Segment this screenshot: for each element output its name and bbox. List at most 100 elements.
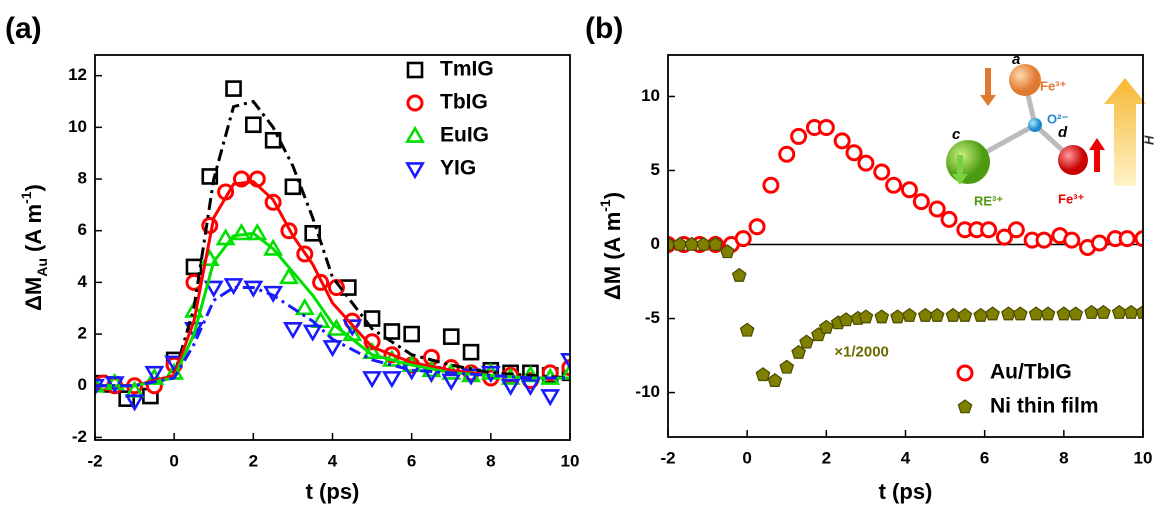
marker <box>203 280 224 298</box>
marker <box>383 323 401 340</box>
marker <box>739 322 755 337</box>
x-tick-label: -2 <box>87 451 102 470</box>
marker <box>731 267 747 282</box>
marker <box>500 378 521 397</box>
marker <box>708 236 723 251</box>
plot-area <box>95 80 570 412</box>
marker <box>791 344 806 359</box>
marker <box>1134 230 1143 248</box>
inset-label: O²⁻ <box>1047 111 1068 126</box>
y-tick-label: 0 <box>78 375 87 394</box>
marker <box>231 222 252 241</box>
marker <box>405 162 425 180</box>
y-axis-label-part: ΔM <box>21 277 46 311</box>
x-tick-label: 6 <box>407 451 416 470</box>
inset-label: Fe³⁺ <box>1058 191 1085 206</box>
plot-frame <box>94 54 571 441</box>
marker <box>326 318 347 336</box>
marker <box>799 334 814 349</box>
marker <box>833 132 851 150</box>
marker <box>540 389 561 407</box>
x-tick-label: 2 <box>822 448 831 467</box>
x-tick-label: 4 <box>901 448 911 467</box>
x-tick-label: 2 <box>249 451 258 470</box>
fit-line <box>95 99 570 388</box>
x-tick-label: 8 <box>486 451 495 470</box>
inset-label: a <box>1012 51 1020 68</box>
marker <box>779 359 795 374</box>
x-tick-label: 6 <box>980 448 989 467</box>
inset-label: d <box>1058 124 1068 141</box>
y-tick-label: 6 <box>78 220 87 239</box>
marker <box>245 116 262 134</box>
marker <box>818 319 834 334</box>
panel-label: (b) <box>585 12 623 45</box>
marker <box>885 176 903 194</box>
marker <box>304 224 322 242</box>
marker <box>902 307 917 322</box>
marker <box>381 371 402 389</box>
inset-diagram <box>946 64 1146 186</box>
marker <box>940 210 958 228</box>
marker <box>995 228 1013 246</box>
marker <box>755 367 771 382</box>
marker <box>405 125 425 143</box>
fit-line <box>95 286 570 388</box>
marker <box>767 372 783 387</box>
marker <box>929 307 945 322</box>
x-axis-label: t (ps) <box>879 479 933 504</box>
marker <box>362 371 383 389</box>
marker <box>1123 304 1139 319</box>
y-axis-label-part: ΔM (A m <box>600 212 625 300</box>
fit-line <box>95 180 570 388</box>
y-axis-label-part: ) <box>21 184 46 191</box>
marker <box>790 127 808 145</box>
marker <box>1040 306 1056 321</box>
marker <box>845 144 863 162</box>
inset-label: c <box>952 126 961 143</box>
marker <box>1012 306 1028 321</box>
legend-label: Au/TbIG <box>990 361 1072 384</box>
marker <box>294 297 315 316</box>
inset-label: H <box>1141 135 1156 145</box>
marker <box>302 324 323 342</box>
annotation: ×1/2000 <box>834 344 889 361</box>
y-tick-label: 2 <box>78 324 87 343</box>
marker <box>1056 306 1072 321</box>
y-axis-label-part: ) <box>600 192 625 199</box>
y-axis-label: ΔMAu (A m-1) <box>18 184 50 311</box>
y-tick-label: -10 <box>635 382 660 401</box>
marker <box>980 221 998 239</box>
inset-label: RE³⁺ <box>974 193 1003 208</box>
marker <box>406 61 424 79</box>
marker <box>973 307 989 322</box>
marker <box>441 373 462 391</box>
marker <box>838 312 854 327</box>
legend-label: Ni thin film <box>990 395 1099 418</box>
y-axis-label-part: -1 <box>597 199 613 212</box>
marker <box>264 131 282 149</box>
marker <box>223 278 244 296</box>
marker <box>561 364 570 382</box>
x-tick-label: -2 <box>660 448 675 467</box>
marker <box>874 309 890 324</box>
marker <box>322 340 343 358</box>
marker <box>225 80 242 97</box>
legend-label: EuIG <box>440 124 489 147</box>
x-tick-label: 0 <box>742 448 751 467</box>
marker <box>406 94 424 112</box>
marker <box>890 309 905 324</box>
x-tick-label: 10 <box>561 451 580 470</box>
marker <box>124 394 145 412</box>
y-tick-label: 12 <box>68 65 87 84</box>
marker <box>104 376 125 394</box>
marker <box>560 362 570 380</box>
y-tick-label: 4 <box>78 272 88 291</box>
y-tick-label: -5 <box>645 308 660 327</box>
marker <box>985 306 1000 321</box>
marker <box>858 309 874 324</box>
marker <box>263 238 284 256</box>
marker <box>912 193 930 211</box>
marker <box>1111 304 1127 319</box>
marker <box>957 399 973 414</box>
